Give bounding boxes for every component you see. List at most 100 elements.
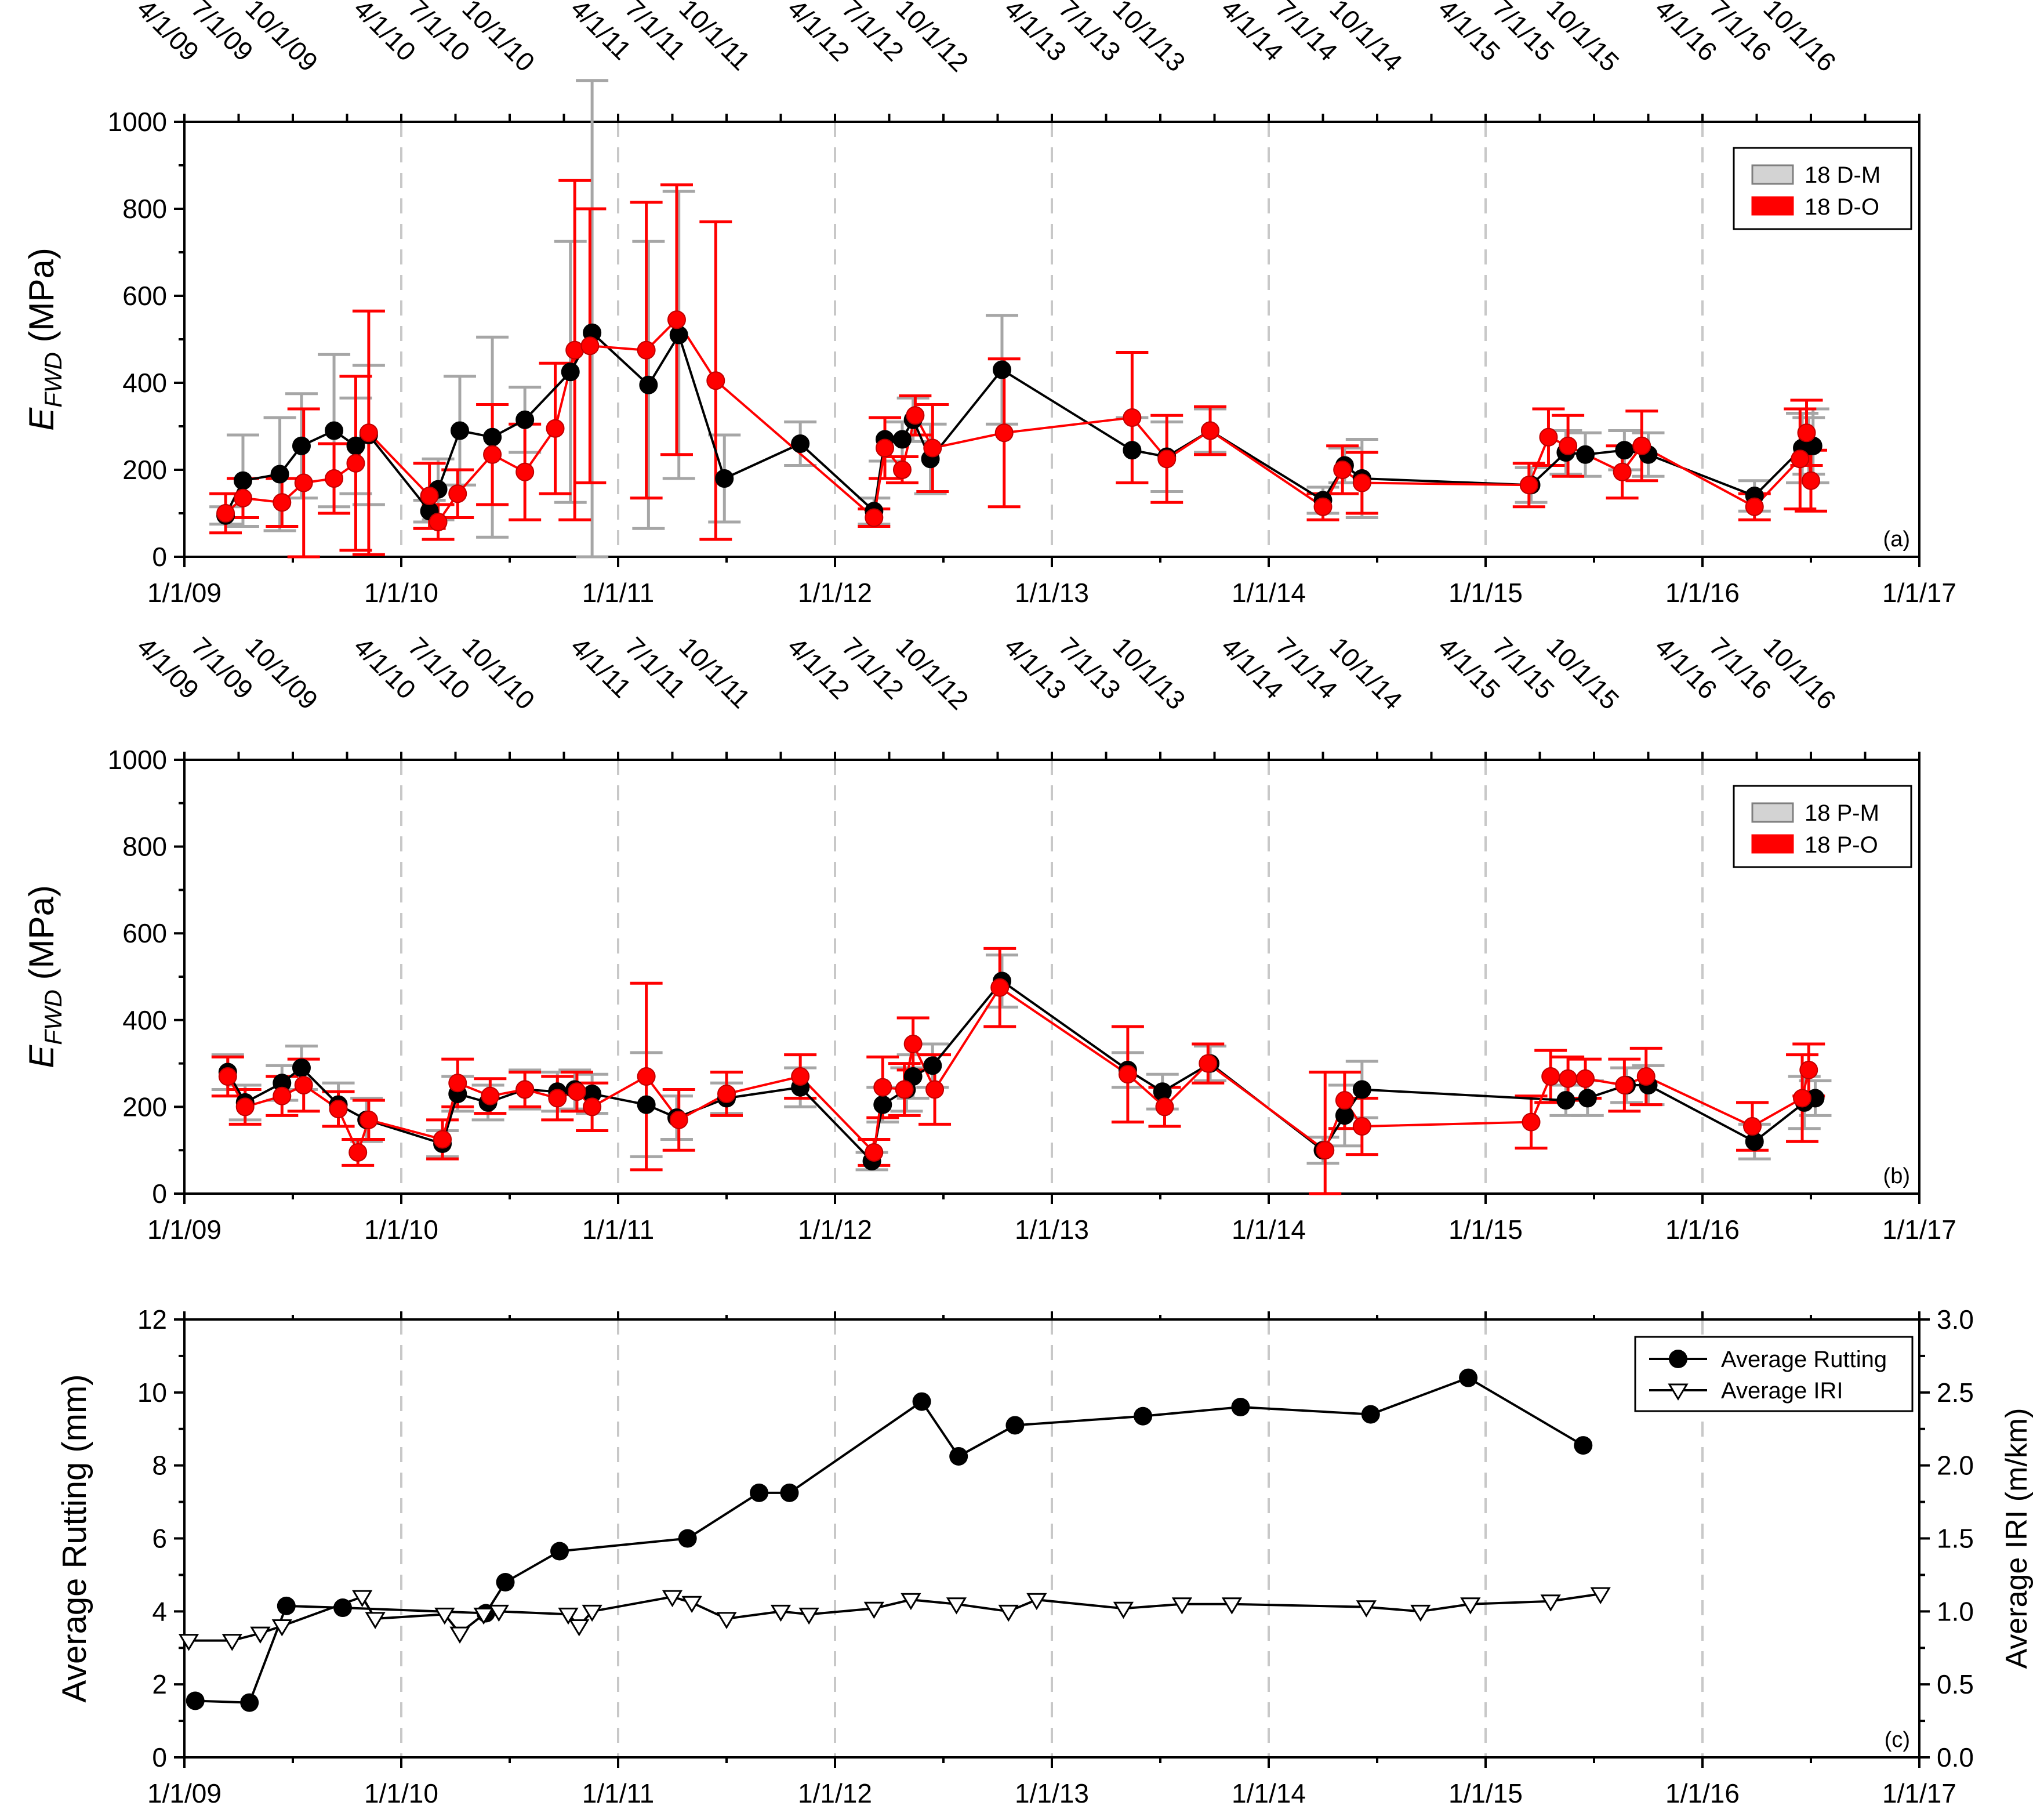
data-point [580,336,600,356]
x-tick-label: 1/1/17 [1882,578,1956,608]
y-axis-label-sub: FWD [39,352,67,408]
iri-point [569,1619,590,1637]
rutting-point [1231,1398,1250,1416]
data-point [903,1034,923,1053]
data-point [895,1080,914,1099]
top-date-label: 10/1/12 [890,631,974,715]
rutting-point [186,1691,205,1710]
y-tick-label: 10 [137,1377,167,1408]
top-date-label: 4/1/10 [348,631,422,705]
rutting-point [912,1392,931,1411]
y-tick-label: 800 [122,194,167,224]
data-point [273,1086,292,1105]
data-point [1333,461,1352,479]
top-date-label: 4/1/16 [1649,631,1723,705]
x-tick-label: 1/1/14 [1232,578,1306,608]
data-point [450,421,469,440]
data-point [865,508,884,527]
panel-a: 0 200 400 600 800 1000 1/1/09 1/1/10 1/1/11 1/1/1… [22,0,1956,608]
data-point [359,423,378,443]
series-line [227,979,1816,1164]
iri-point [681,1596,702,1614]
data-point [1313,497,1333,516]
y-tick-label: 400 [122,1005,167,1035]
top-date-label: 10/1/16 [1758,631,1842,715]
top-date-label: 10/1/13 [1107,631,1191,715]
data-point [791,434,810,453]
data-point [270,465,289,484]
data-point [359,1110,378,1129]
data-point [235,1097,255,1116]
data-point [1576,445,1595,464]
legend-label: 18 P-M [1805,800,1879,826]
iri-point [558,1607,579,1625]
iri-point [1356,1600,1377,1618]
data-point [433,1130,452,1149]
data-point [1519,476,1538,495]
data-point [233,488,252,507]
y2-tick-label: 3.0 [1937,1304,1974,1335]
iri-point [271,1619,292,1637]
data-point [892,430,912,449]
x-tick-label: 1/1/10 [364,1214,438,1245]
x-tick-label: 1/1/12 [798,578,872,608]
legend-swatch-grey [1751,802,1794,823]
top-date-label: 4/1/13 [999,631,1072,705]
x-tick-label: 1/1/15 [1448,1778,1523,1808]
data-point [873,1078,892,1097]
data-point [637,1067,656,1086]
legend-marker-circle [1669,1350,1687,1368]
iri-point [863,1601,884,1619]
iri-point [365,1612,386,1629]
y-tick-label: 1000 [108,745,167,775]
data-point [1201,421,1220,440]
data-point [1316,1141,1335,1160]
rutting-point [240,1693,259,1712]
data-point [273,493,292,512]
panel-label: (b) [1883,1164,1910,1188]
rutting-point [1361,1405,1380,1424]
data-point [583,1097,602,1116]
data-point [1797,423,1816,443]
y-axis-label-unit: (MPa) [22,248,61,352]
y2-axis-label: Average IRI (m/km) [2000,1408,2034,1669]
iri-point [998,1604,1019,1622]
data-point [1352,1080,1371,1099]
top-date-label: 7/1/12 [836,631,910,705]
iri-point [946,1597,967,1615]
data-point [348,1143,368,1162]
panel-label: (a) [1883,527,1910,552]
iri-point [222,1634,242,1651]
data-point [1559,436,1578,455]
data-point [876,438,895,458]
data-point [637,1095,656,1114]
x-tick-label: 1/1/11 [582,1214,654,1245]
rutting-point [750,1483,769,1502]
data-point [1559,1069,1578,1088]
legend-label: 18 P-O [1805,832,1878,858]
panel-b: 0 200 400 600 800 1000 1/1/09 1/1/10 1/1/11 1/1/1… [22,631,1956,1245]
y-tick-label: 0 [152,1742,167,1772]
data-point [923,438,942,458]
x-tick-label: 1/1/14 [1232,1778,1306,1808]
data-point [903,1067,923,1086]
data-point [639,375,658,394]
iri-point [662,1590,683,1608]
y-tick-label: 600 [122,281,167,311]
data-point [1743,1117,1762,1136]
top-date-label: 7/1/09 [186,631,259,705]
y2-tick-label: 0.0 [1937,1742,1974,1772]
x-tick-label: 1/1/13 [1015,578,1089,608]
y-axis-label: Average Rutting (mm) [56,1374,93,1702]
y-axis-label-unit: (MPa) [22,885,61,989]
data-point [561,362,580,382]
rutting-point [678,1529,697,1548]
iri-point [582,1604,602,1622]
series-18-p-m [211,953,1832,1172]
x-tick-label: 1/1/12 [798,1214,872,1245]
data-point [1352,473,1371,492]
rutting-point [1005,1416,1025,1435]
x-tick-label: 1/1/11 [582,578,654,608]
data-point [325,469,344,488]
iri-point [1026,1593,1047,1611]
